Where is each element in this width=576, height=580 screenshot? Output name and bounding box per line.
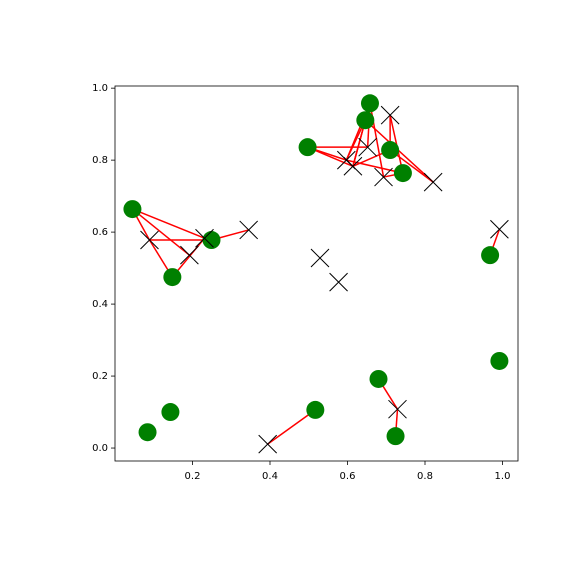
point (490, 351, 509, 370)
point (386, 427, 405, 446)
y-tick-label: 1.0 (92, 83, 108, 94)
x-tick-label: 1.0 (495, 471, 511, 482)
y-tick-label: 0.6 (92, 227, 108, 238)
link-line (131, 208, 190, 256)
link-line (267, 409, 316, 445)
point (393, 164, 412, 183)
point (369, 369, 388, 388)
x-tick-label: 0.6 (340, 471, 356, 482)
cross-point (380, 105, 400, 125)
cross-point (310, 248, 330, 268)
point (138, 423, 157, 442)
link-line (132, 208, 205, 239)
point (202, 231, 221, 250)
cross-point (358, 137, 378, 157)
point (356, 111, 375, 130)
cross-point (388, 399, 407, 419)
x-tick-label: 0.8 (417, 471, 433, 482)
cross-point (490, 219, 509, 239)
point (161, 403, 180, 422)
cross-point (374, 167, 393, 187)
y-tick-label: 0.2 (92, 371, 108, 382)
plot-frame (114, 85, 519, 462)
point (381, 141, 400, 160)
link-line (364, 119, 434, 183)
x-tick-label: 0.2 (185, 471, 201, 482)
cross-point (423, 172, 443, 192)
cross-point (180, 245, 199, 265)
point (123, 200, 142, 219)
point (360, 94, 379, 113)
y-tick-label: 0.0 (92, 443, 108, 454)
y-tick-label: 0.8 (92, 155, 108, 166)
cross-point (239, 220, 259, 240)
point (298, 138, 317, 157)
y-tick-label: 0.4 (92, 299, 108, 310)
link-line (346, 159, 404, 174)
x-tick-label: 0.4 (262, 471, 278, 482)
cross-point (329, 272, 348, 292)
cross-point (195, 228, 214, 248)
point (306, 400, 325, 419)
cross-point (336, 150, 356, 170)
point (481, 246, 500, 265)
cross-point (140, 230, 159, 250)
cross-point (258, 434, 278, 454)
point (163, 268, 182, 287)
